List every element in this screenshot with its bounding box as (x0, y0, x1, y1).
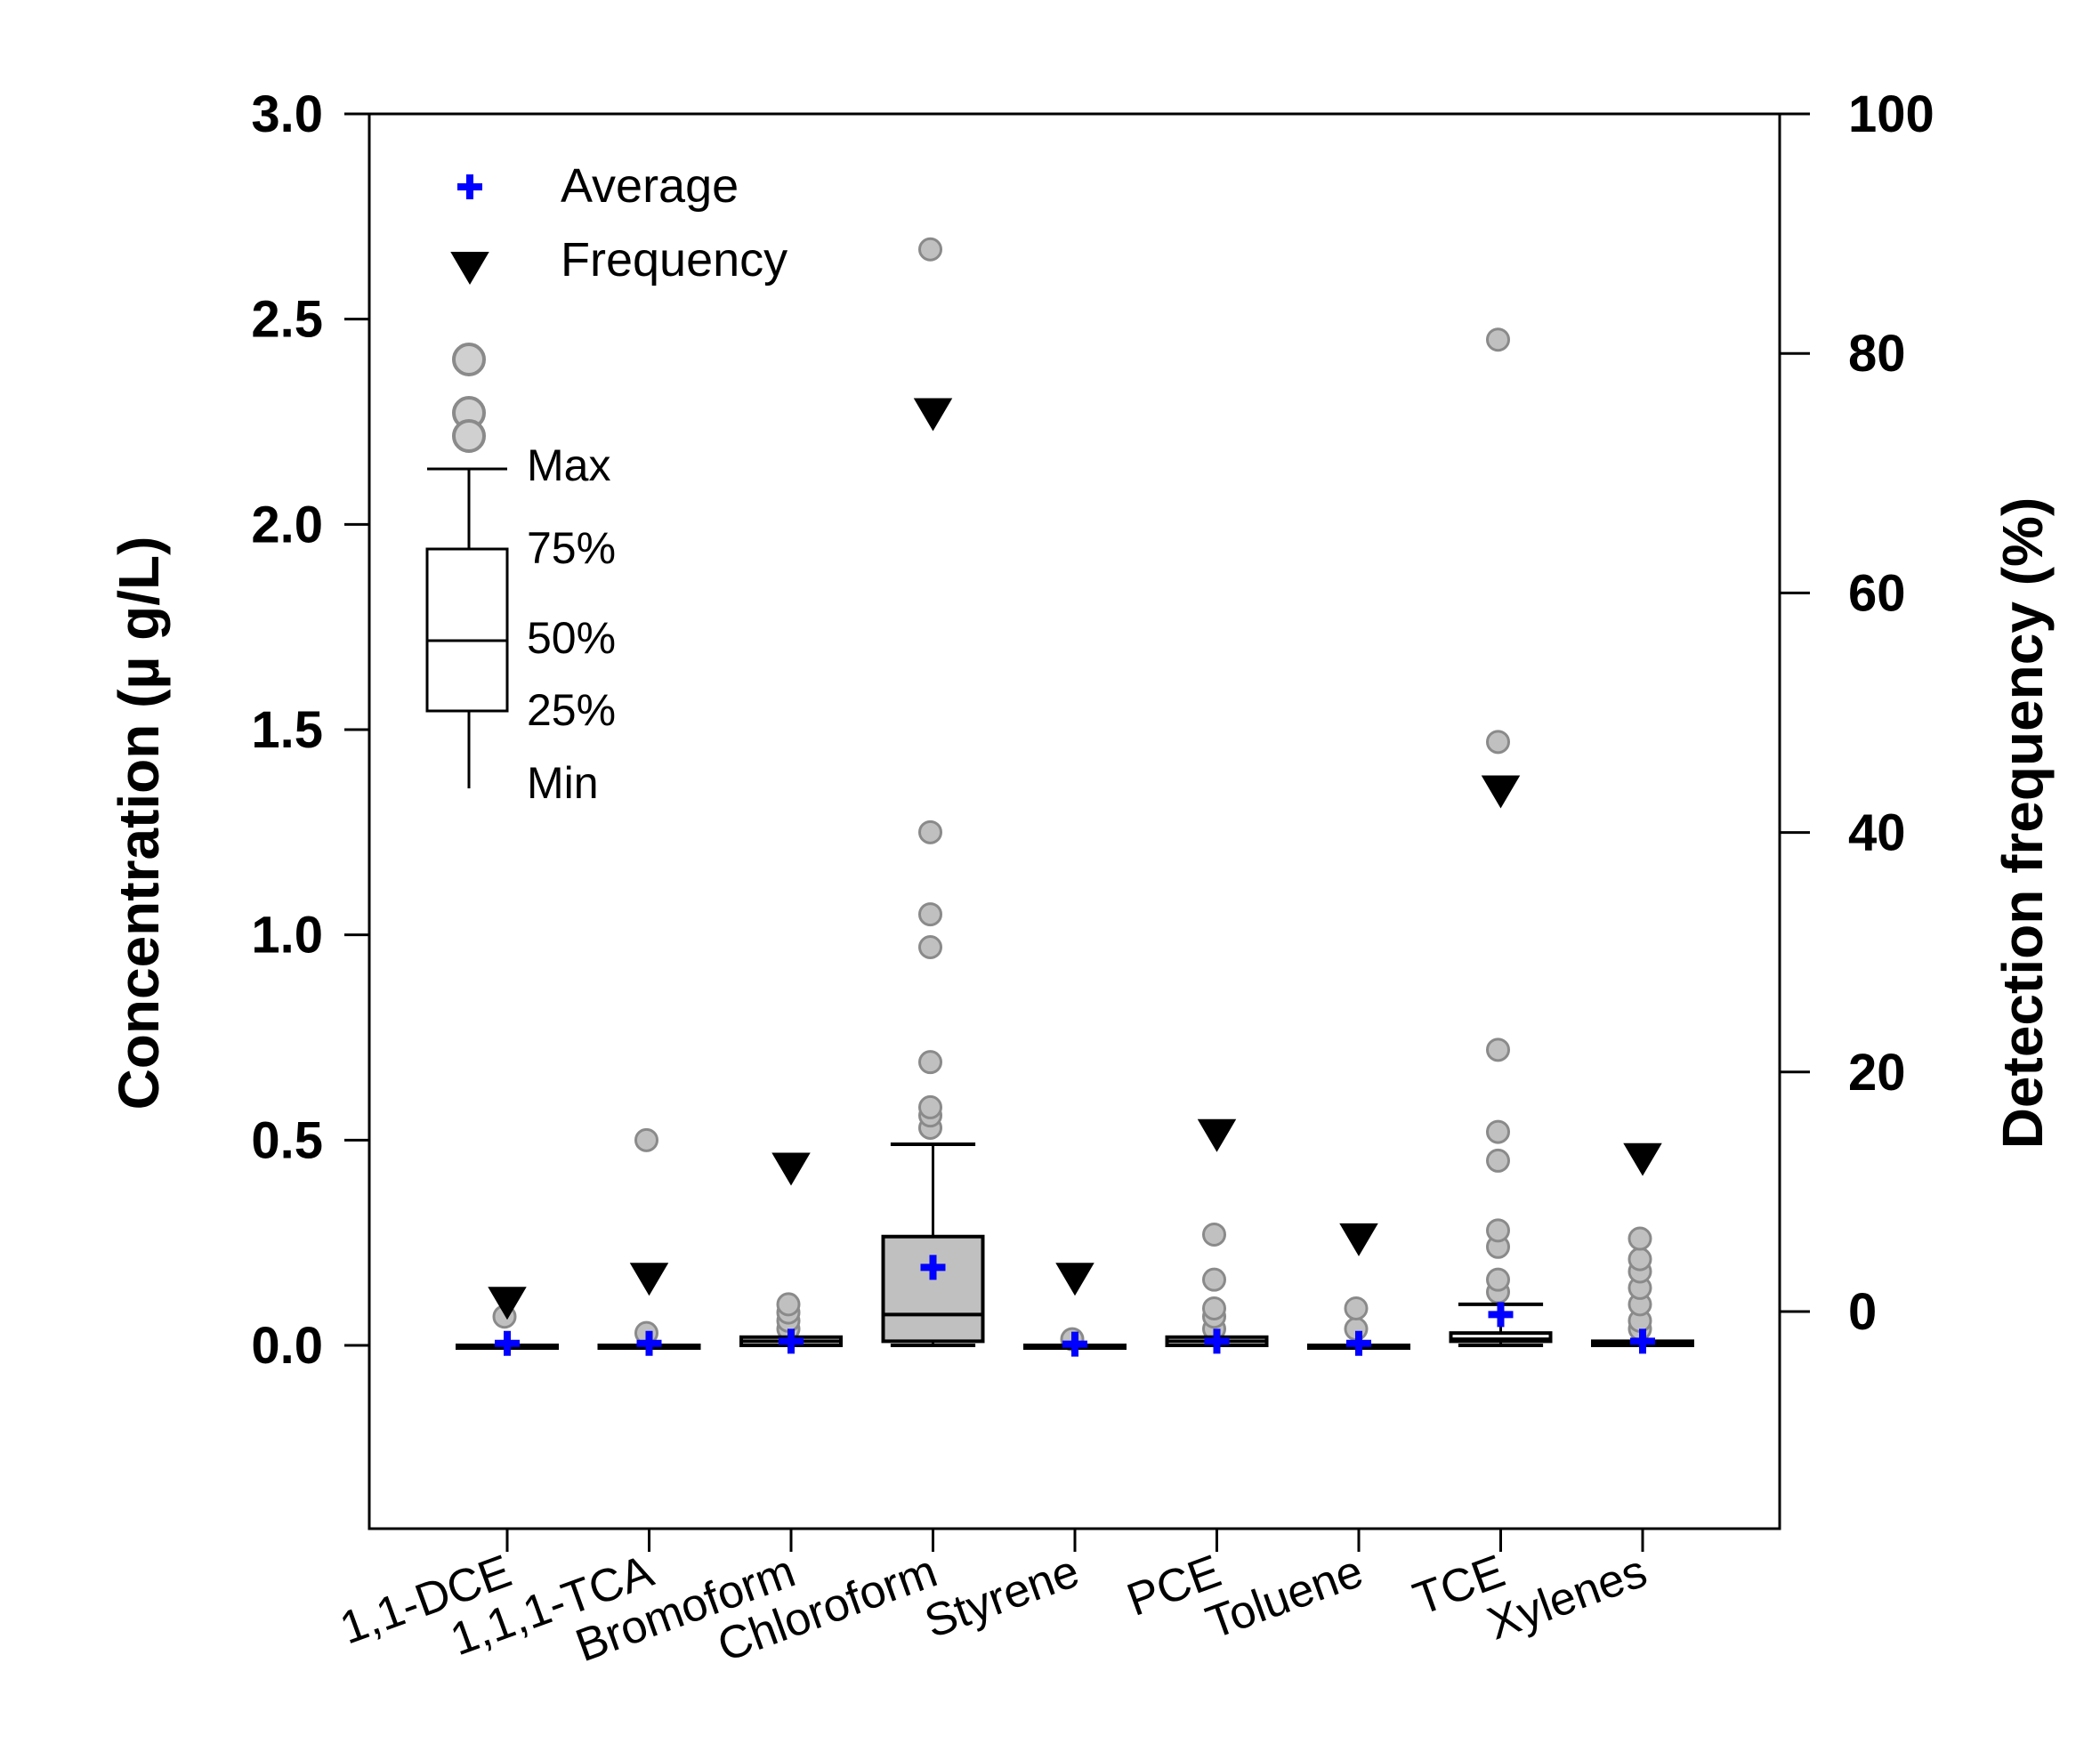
right-axis-tick-label: 20 (1848, 1044, 1906, 1102)
box-group (597, 1127, 701, 1356)
average-marker (920, 1255, 946, 1280)
x-axis-category-label: Xylenes (1481, 1546, 1653, 1651)
key-label: 25% (527, 685, 616, 735)
frequency-marker (1197, 1118, 1237, 1152)
average-marker (1204, 1328, 1230, 1354)
outlier-point (918, 819, 942, 844)
key-label: 50% (527, 613, 616, 663)
legend-average-label: Average (561, 159, 739, 213)
key-label: Max (527, 440, 610, 490)
frequency-marker (629, 1263, 669, 1296)
frequency-marker (771, 1152, 811, 1186)
outlier-point (1486, 730, 1510, 755)
box-group (1307, 1223, 1410, 1356)
box-group (1023, 1263, 1127, 1357)
right-axis-tick-label: 40 (1848, 804, 1906, 862)
outlier-point (1344, 1296, 1369, 1320)
x-axis-category-label: Toluene (1199, 1546, 1369, 1650)
box-group (739, 1152, 843, 1354)
key-box (425, 547, 509, 713)
outlier-point (1202, 1267, 1226, 1292)
box-iqr (881, 1234, 985, 1344)
key-label: 75% (527, 523, 616, 573)
outlier-point (1486, 1119, 1510, 1144)
key-outlier-circle (452, 419, 486, 453)
outlier-point (1486, 327, 1510, 352)
frequency-marker (913, 398, 953, 432)
left-axis-title: Concentration (µ g/L) (107, 537, 171, 1110)
box-group (1449, 327, 1553, 1347)
box-group (456, 1287, 559, 1356)
box-key: Max 75% 50% 25% Min (425, 343, 616, 808)
average-marker (1062, 1331, 1087, 1357)
frequency-marker (1339, 1223, 1378, 1256)
average-marker (1346, 1330, 1371, 1356)
x-axis: 1,1-DCE1,1,1-TCABromoformChloroformStyre… (334, 1529, 1653, 1672)
outlier-point (918, 1094, 942, 1119)
left-axis-tick-label: 2.0 (251, 496, 323, 553)
legend-average-marker (457, 174, 482, 199)
average-marker (1488, 1302, 1514, 1328)
right-axis: 0 20 40 60 80 100 (1780, 85, 1934, 1341)
left-axis-tick-label: 0.0 (251, 1317, 323, 1375)
key-label: Min (527, 758, 599, 808)
box-group (881, 237, 985, 1347)
left-axis-tick-label: 1.0 (251, 907, 323, 965)
outlier-point (918, 237, 942, 262)
outlier-point (1628, 1247, 1652, 1272)
outlier-point (918, 935, 942, 960)
frequency-marker (488, 1287, 527, 1320)
left-axis-tick-label: 2.5 (251, 291, 323, 349)
outlier-point (1202, 1296, 1226, 1320)
average-marker (1630, 1328, 1655, 1354)
average-marker (779, 1328, 804, 1354)
right-axis-tick-label: 0 (1848, 1283, 1877, 1341)
right-axis-tick-label: 80 (1848, 325, 1906, 383)
outlier-point (634, 1127, 658, 1152)
frequency-marker (1623, 1142, 1662, 1176)
box-group (1165, 1118, 1269, 1354)
legend-frequency-marker (450, 252, 489, 285)
outlier-point (1486, 1148, 1510, 1173)
outlier-point (918, 1050, 942, 1075)
outlier-point (1486, 1218, 1510, 1243)
plot-frame (368, 112, 1781, 1530)
left-axis-tick-label: 1.5 (251, 701, 323, 759)
x-axis-category-label: Styrene (918, 1546, 1086, 1649)
legend-frequency-label: Frequency (561, 233, 788, 287)
left-axis-tick-label: 0.5 (251, 1111, 323, 1169)
frequency-marker (1055, 1263, 1094, 1296)
box-group (1591, 1142, 1694, 1354)
outlier-point (1202, 1222, 1226, 1247)
average-marker (495, 1330, 520, 1356)
outlier-point (1486, 1037, 1510, 1062)
right-axis-title: Detection frequency (%) (1991, 497, 2055, 1150)
left-axis: 0.0 0.5 1.0 1.5 2.0 2.5 3.0 (251, 85, 369, 1375)
outlier-point (1628, 1226, 1652, 1251)
frequency-marker (1481, 775, 1521, 809)
key-outlier-circle (452, 343, 486, 376)
plot-border (368, 112, 1781, 1530)
outlier-point (918, 902, 942, 927)
outlier-point (1486, 1267, 1510, 1292)
left-axis-tick-label: 3.0 (251, 85, 323, 143)
chart-marks (456, 237, 1694, 1357)
outlier-point (776, 1292, 801, 1317)
right-axis-tick-label: 60 (1848, 564, 1906, 622)
right-axis-tick-label: 100 (1848, 85, 1934, 143)
average-marker (636, 1330, 662, 1356)
legend: Average Frequency (450, 159, 788, 287)
